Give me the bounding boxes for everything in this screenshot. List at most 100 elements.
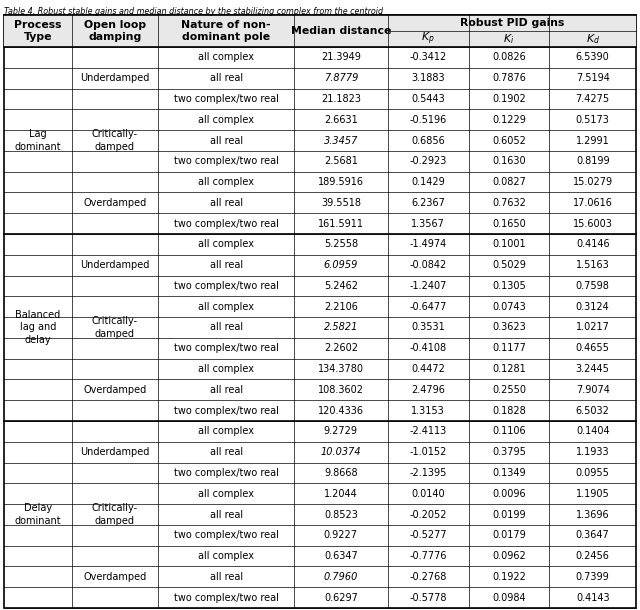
- Text: 0.4655: 0.4655: [576, 343, 610, 353]
- Text: $K_p$: $K_p$: [421, 30, 435, 47]
- Text: 0.1305: 0.1305: [492, 281, 526, 291]
- Text: all real: all real: [209, 73, 243, 83]
- Text: all real: all real: [209, 572, 243, 582]
- Text: all real: all real: [209, 135, 243, 146]
- Text: 0.4146: 0.4146: [576, 239, 609, 249]
- Text: 0.9227: 0.9227: [324, 530, 358, 540]
- Text: 0.0984: 0.0984: [492, 592, 526, 603]
- Text: 120.4336: 120.4336: [318, 406, 364, 415]
- Text: 0.1106: 0.1106: [492, 426, 526, 436]
- Text: 0.0199: 0.0199: [492, 509, 526, 520]
- Text: two complex/two real: two complex/two real: [173, 468, 278, 478]
- Text: 0.1349: 0.1349: [492, 468, 526, 478]
- Text: 3.3457: 3.3457: [324, 135, 358, 146]
- Text: 0.1281: 0.1281: [492, 364, 526, 374]
- Text: all complex: all complex: [198, 177, 254, 187]
- Text: -1.4974: -1.4974: [410, 239, 447, 249]
- Text: Lag
dominant: Lag dominant: [15, 129, 61, 152]
- Text: two complex/two real: two complex/two real: [173, 281, 278, 291]
- Text: two complex/two real: two complex/two real: [173, 592, 278, 603]
- Text: 0.1828: 0.1828: [492, 406, 526, 415]
- Text: 0.8199: 0.8199: [576, 156, 609, 167]
- Text: 0.6297: 0.6297: [324, 592, 358, 603]
- Text: all complex: all complex: [198, 239, 254, 249]
- Text: all complex: all complex: [198, 364, 254, 374]
- Text: 10.0374: 10.0374: [321, 447, 361, 457]
- Text: -0.2923: -0.2923: [410, 156, 447, 167]
- Text: all real: all real: [209, 509, 243, 520]
- Text: 2.2602: 2.2602: [324, 343, 358, 353]
- Text: 2.5681: 2.5681: [324, 156, 358, 167]
- Text: 0.0096: 0.0096: [492, 489, 526, 499]
- Text: -1.0152: -1.0152: [410, 447, 447, 457]
- Text: Underdamped: Underdamped: [80, 260, 150, 270]
- Text: 0.7598: 0.7598: [576, 281, 610, 291]
- Text: 21.3949: 21.3949: [321, 52, 361, 62]
- Text: Robust PID gains: Robust PID gains: [460, 18, 564, 28]
- Text: 0.6347: 0.6347: [324, 551, 358, 561]
- Text: 1.2991: 1.2991: [576, 135, 609, 146]
- Text: 0.5443: 0.5443: [411, 94, 445, 104]
- Text: 0.1001: 0.1001: [492, 239, 526, 249]
- Text: 0.1229: 0.1229: [492, 115, 526, 124]
- Text: -0.4108: -0.4108: [410, 343, 447, 353]
- Text: 15.0279: 15.0279: [573, 177, 612, 187]
- Text: Delay
dominant: Delay dominant: [15, 503, 61, 526]
- Text: all real: all real: [209, 385, 243, 395]
- Text: 0.8523: 0.8523: [324, 509, 358, 520]
- Text: Critically-
damped: Critically- damped: [92, 317, 138, 339]
- Text: -0.6477: -0.6477: [410, 302, 447, 312]
- Text: all real: all real: [209, 260, 243, 270]
- Text: 0.1650: 0.1650: [492, 218, 526, 229]
- Text: 1.1933: 1.1933: [576, 447, 609, 457]
- Text: 0.3795: 0.3795: [492, 447, 526, 457]
- Text: Critically-
damped: Critically- damped: [92, 129, 138, 152]
- Text: Balanced
lag and
delay: Balanced lag and delay: [15, 310, 60, 345]
- Text: Underdamped: Underdamped: [80, 73, 150, 83]
- Text: 1.3567: 1.3567: [411, 218, 445, 229]
- Bar: [4, 15, 636, 47]
- Text: Critically-
damped: Critically- damped: [92, 503, 138, 526]
- Text: all complex: all complex: [198, 426, 254, 436]
- Text: 6.0959: 6.0959: [324, 260, 358, 270]
- Text: Nature of non-
dominant pole: Nature of non- dominant pole: [181, 20, 271, 42]
- Text: 2.2106: 2.2106: [324, 302, 358, 312]
- Text: Overdamped: Overdamped: [83, 572, 147, 582]
- Text: two complex/two real: two complex/two real: [173, 406, 278, 415]
- Text: Process
Type: Process Type: [14, 20, 61, 42]
- Text: 6.5032: 6.5032: [576, 406, 610, 415]
- Text: $K_i$: $K_i$: [504, 32, 515, 46]
- Text: 0.7960: 0.7960: [324, 572, 358, 582]
- Text: Overdamped: Overdamped: [83, 385, 147, 395]
- Text: 0.2456: 0.2456: [576, 551, 610, 561]
- Text: all complex: all complex: [198, 52, 254, 62]
- Text: -0.0842: -0.0842: [410, 260, 447, 270]
- Text: 0.1630: 0.1630: [492, 156, 526, 167]
- Text: 5.2462: 5.2462: [324, 281, 358, 291]
- Text: two complex/two real: two complex/two real: [173, 218, 278, 229]
- Text: 17.0616: 17.0616: [573, 198, 612, 208]
- Text: 0.3531: 0.3531: [411, 323, 445, 332]
- Text: Open loop
damping: Open loop damping: [84, 20, 146, 42]
- Text: 0.1404: 0.1404: [576, 426, 609, 436]
- Text: all complex: all complex: [198, 302, 254, 312]
- Text: 0.7876: 0.7876: [492, 73, 526, 83]
- Text: 0.7632: 0.7632: [492, 198, 526, 208]
- Text: two complex/two real: two complex/two real: [173, 156, 278, 167]
- Text: 15.6003: 15.6003: [573, 218, 612, 229]
- Text: 21.1823: 21.1823: [321, 94, 361, 104]
- Text: -0.5196: -0.5196: [410, 115, 447, 124]
- Text: -0.2052: -0.2052: [410, 509, 447, 520]
- Text: 0.1902: 0.1902: [492, 94, 526, 104]
- Text: 5.2558: 5.2558: [324, 239, 358, 249]
- Text: 6.5390: 6.5390: [576, 52, 609, 62]
- Text: 1.2044: 1.2044: [324, 489, 358, 499]
- Text: 134.3780: 134.3780: [318, 364, 364, 374]
- Text: -2.1395: -2.1395: [410, 468, 447, 478]
- Text: 0.5029: 0.5029: [492, 260, 526, 270]
- Text: -0.5778: -0.5778: [410, 592, 447, 603]
- Text: -0.2768: -0.2768: [410, 572, 447, 582]
- Text: 0.3124: 0.3124: [576, 302, 609, 312]
- Text: 3.2445: 3.2445: [576, 364, 610, 374]
- Text: 0.1922: 0.1922: [492, 572, 526, 582]
